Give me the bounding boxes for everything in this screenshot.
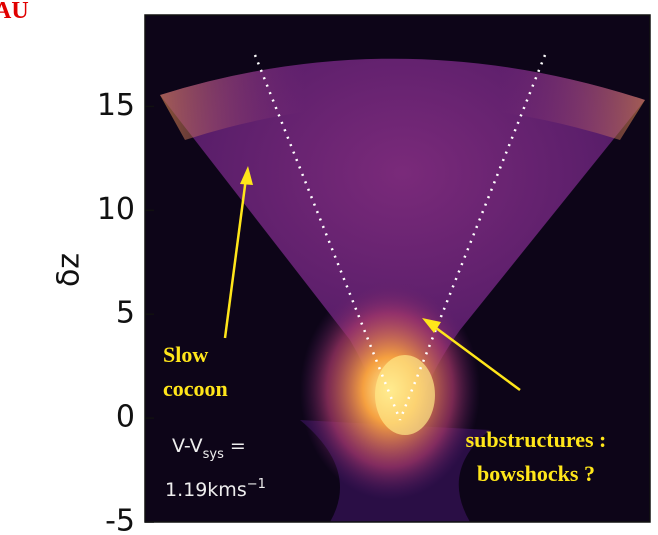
annotation: substructures : <box>466 427 607 452</box>
y-axis-label: δz <box>52 253 87 287</box>
velocity-value: 1.19kms−1 <box>165 477 266 501</box>
annotation: bowshocks ? <box>477 461 595 486</box>
image <box>144 14 651 523</box>
velocity-sup: −1 <box>247 477 266 492</box>
y-tick-label: 5 <box>116 296 135 331</box>
corner-label: AU <box>0 0 29 24</box>
annotation: Slow <box>163 342 208 367</box>
y-tick-label: 15 <box>97 88 135 123</box>
y-tick-label: 0 <box>116 400 135 435</box>
annotation: cocoon <box>163 376 228 401</box>
velocity-eq: = <box>224 435 246 457</box>
velocity-text: V-V <box>172 435 203 457</box>
y-tick-label: -5 <box>105 504 135 535</box>
y-tick-label: 10 <box>97 192 135 227</box>
velocity-sub: sys <box>203 447 224 462</box>
velocity-num: 1.19kms <box>165 479 247 501</box>
velocity-label: V-Vsys = <box>172 435 246 462</box>
